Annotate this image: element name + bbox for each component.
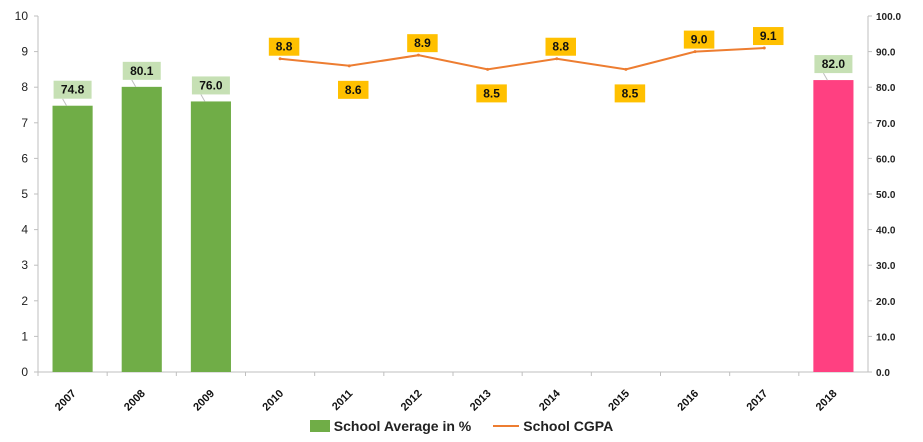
left-tick-label: 2 bbox=[21, 294, 28, 308]
right-tick-label: 10.0 bbox=[876, 332, 896, 343]
bar-data-label: 82.0 bbox=[822, 57, 846, 71]
line-data-label-box bbox=[407, 34, 438, 53]
x-tick-label: 2012 bbox=[399, 388, 425, 414]
x-tick-label: 2008 bbox=[122, 388, 148, 414]
bar-label-leader bbox=[200, 94, 206, 102]
left-tick-label: 3 bbox=[21, 258, 28, 272]
right-tick-label: 20.0 bbox=[876, 297, 896, 308]
bar-series bbox=[52, 80, 854, 373]
legend-item-average: School Average in % bbox=[309, 418, 472, 434]
line-data-label: 8.8 bbox=[552, 40, 569, 54]
right-tick-label: 100.0 bbox=[876, 12, 901, 23]
right-tick-label: 0.0 bbox=[876, 368, 890, 379]
cgpa-point bbox=[555, 57, 559, 61]
bar-data-label-box bbox=[122, 61, 161, 80]
line-data-label: 8.5 bbox=[622, 86, 639, 100]
x-tick-label: 2016 bbox=[675, 388, 701, 414]
line-data-label: 9.0 bbox=[691, 33, 708, 47]
left-tick-label: 9 bbox=[21, 45, 28, 59]
bar bbox=[813, 80, 854, 372]
bar bbox=[52, 105, 93, 372]
right-tick-label: 30.0 bbox=[876, 261, 896, 272]
bar-data-label-box bbox=[814, 55, 853, 74]
x-tick-label: 2015 bbox=[606, 388, 632, 414]
legend-swatch-cgpa bbox=[493, 425, 520, 427]
bar-label-leader bbox=[62, 98, 68, 106]
x-axis: 2007 2008 2009 2010 2011 2012 2013 2014 2015 2016… bbox=[37, 371, 868, 414]
x-tick-label: 2014 bbox=[537, 387, 563, 413]
left-tick-label: 5 bbox=[21, 187, 28, 201]
left-tick-label: 4 bbox=[21, 223, 28, 237]
right-tick-label: 80.0 bbox=[876, 83, 896, 94]
cgpa-point bbox=[624, 67, 628, 71]
left-tick-label: 8 bbox=[21, 80, 28, 94]
bar-data-label: 76.0 bbox=[199, 78, 223, 92]
cgpa-point bbox=[416, 53, 420, 57]
x-tick-label: 2009 bbox=[191, 388, 217, 414]
bar-data-label-box bbox=[53, 80, 92, 99]
line-data-label: 8.8 bbox=[276, 40, 293, 54]
x-tick-label: 2013 bbox=[468, 388, 494, 414]
line-data-label-box bbox=[338, 80, 369, 99]
line-data-label-box bbox=[683, 30, 715, 49]
x-tick-label: 2007 bbox=[53, 388, 79, 414]
bar bbox=[190, 101, 231, 372]
bar bbox=[121, 86, 162, 373]
line-data-label-box bbox=[268, 37, 300, 56]
left-axis: 0 1 2 3 4 5 6 7 8 9 10 bbox=[15, 9, 39, 379]
bar-label-leader bbox=[822, 72, 828, 81]
right-tick-label: 60.0 bbox=[876, 154, 896, 165]
line-data-label: 9.1 bbox=[760, 29, 777, 43]
x-tick-label: 2010 bbox=[260, 388, 286, 414]
right-tick-label: 40.0 bbox=[876, 226, 896, 237]
bar-data-label: 80.1 bbox=[130, 64, 154, 78]
bar-label-leader bbox=[131, 79, 137, 88]
legend: School Average in % School CGPA bbox=[0, 418, 923, 434]
right-tick-label: 70.0 bbox=[876, 119, 896, 130]
bar-data-label-box bbox=[191, 76, 230, 95]
line-data-label-box bbox=[476, 84, 507, 103]
legend-label-average: School Average in % bbox=[333, 418, 472, 434]
left-tick-label: 10 bbox=[15, 9, 29, 23]
left-tick-label: 1 bbox=[21, 329, 28, 343]
cgpa-line bbox=[279, 47, 765, 71]
cgpa-point bbox=[347, 64, 351, 68]
legend-item-cgpa: School CGPA bbox=[493, 418, 613, 434]
legend-label-cgpa: School CGPA bbox=[523, 418, 614, 434]
left-tick-label: 6 bbox=[21, 151, 28, 165]
cgpa-point bbox=[278, 57, 282, 61]
right-axis: 0.0 10.0 20.0 30.0 40.0 50.0 60.0 70.0 80.0 90.0 1… bbox=[867, 12, 901, 379]
x-tick-label: 2011 bbox=[330, 388, 355, 413]
x-tick-label: 2017 bbox=[745, 388, 771, 414]
right-tick-label: 50.0 bbox=[876, 190, 896, 201]
left-tick-label: 7 bbox=[21, 116, 28, 130]
line-data-label-box bbox=[545, 37, 576, 56]
bar-data-label: 74.8 bbox=[61, 83, 85, 97]
line-data-label-box bbox=[614, 84, 646, 103]
legend-swatch-average bbox=[309, 420, 330, 432]
line-data-label: 8.9 bbox=[414, 36, 431, 50]
cgpa-point bbox=[693, 50, 697, 54]
line-series bbox=[278, 46, 766, 71]
left-tick-label: 0 bbox=[21, 365, 28, 379]
data-labels: 74.8 80.1 76.0 82.0 8.8 8.6 8.9 8.5 8.8 8.5 9.0 9.1 bbox=[53, 27, 853, 106]
cgpa-point bbox=[762, 46, 766, 50]
right-tick-label: 90.0 bbox=[876, 48, 896, 59]
line-data-label: 8.6 bbox=[345, 83, 362, 97]
x-tick-label: 2018 bbox=[814, 388, 840, 414]
cgpa-point bbox=[486, 67, 490, 71]
line-data-label-box bbox=[753, 27, 784, 46]
line-data-label: 8.5 bbox=[483, 86, 500, 100]
